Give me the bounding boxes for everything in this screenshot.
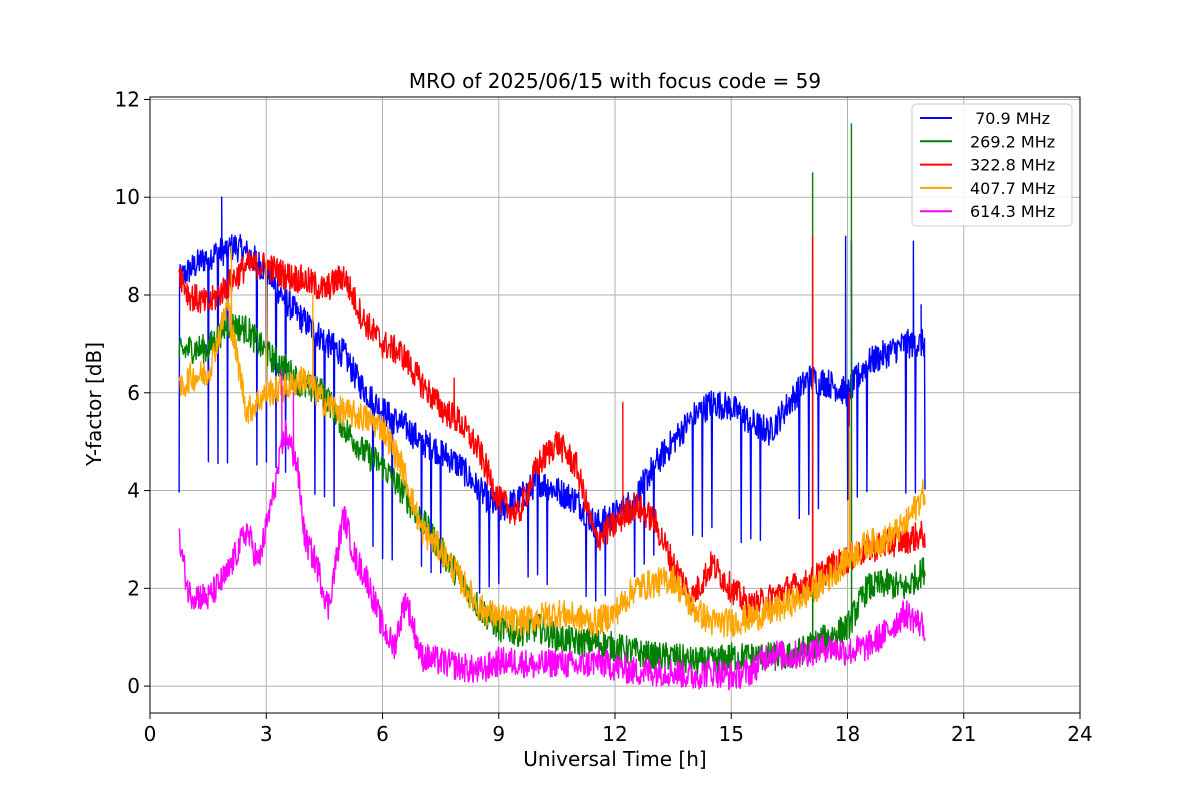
y-tick-label: 8 <box>127 283 140 307</box>
y-tick-label: 0 <box>127 674 140 698</box>
x-tick-label: 3 <box>260 722 273 746</box>
series-line-0 <box>178 196 926 602</box>
x-tick-label: 24 <box>1067 722 1092 746</box>
legend-box <box>911 103 1073 227</box>
x-tick-label: 9 <box>492 722 505 746</box>
legend-label-3: 407.7 MHz <box>970 179 1055 198</box>
y-tick-label: 6 <box>127 381 140 405</box>
legend: 70.9 MHz 269.2 MHz 322.8 MHz 407.7 MHz 614.3… <box>911 103 1073 227</box>
x-tick-label: 0 <box>144 722 157 746</box>
x-tick-label: 12 <box>602 722 627 746</box>
x-tick-label: 6 <box>376 722 389 746</box>
y-tick-label: 12 <box>115 87 140 111</box>
chart-title: MRO of 2025/06/15 with focus code = 59 <box>409 69 821 93</box>
y-tick-label: 2 <box>127 576 140 600</box>
y-tick-label: 10 <box>115 185 140 209</box>
y-axis-ticks: 0 2 4 6 8 10 12 <box>115 87 150 698</box>
legend-label-2: 322.8 MHz <box>970 156 1055 175</box>
series-line-2 <box>178 235 926 623</box>
x-tick-label: 21 <box>951 722 976 746</box>
legend-label-1: 269.2 MHz <box>970 132 1055 151</box>
legend-label-0: 70.9 MHz <box>970 109 1050 128</box>
series-line-3 <box>178 245 926 638</box>
x-tick-label: 15 <box>719 722 744 746</box>
x-axis-label: Universal Time [h] <box>523 747 706 771</box>
x-tick-label: 18 <box>835 722 860 746</box>
x-axis-ticks: 0 3 6 9 12 15 18 21 24 <box>144 713 1093 746</box>
series-line-4 <box>178 367 926 691</box>
y-axis-label: Y-factor [dB] <box>82 342 106 467</box>
legend-label-4: 614.3 MHz <box>970 202 1055 221</box>
series-layer <box>178 123 926 691</box>
y-tick-label: 4 <box>127 479 140 503</box>
